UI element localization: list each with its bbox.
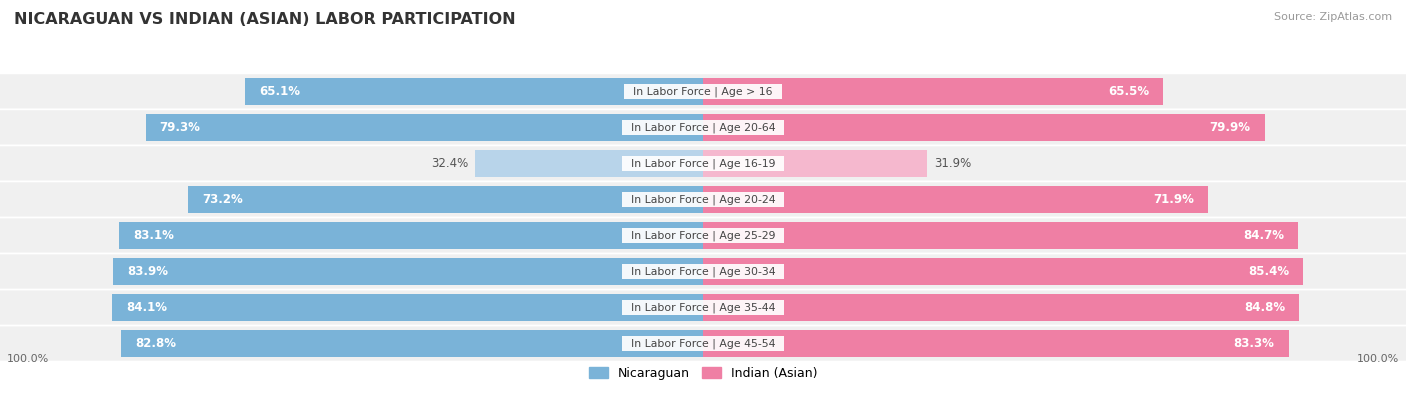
Text: In Labor Force | Age 20-24: In Labor Force | Age 20-24 bbox=[624, 194, 782, 205]
Text: 65.5%: 65.5% bbox=[1108, 85, 1150, 98]
Text: 100.0%: 100.0% bbox=[1357, 354, 1399, 365]
Text: In Labor Force | Age 25-29: In Labor Force | Age 25-29 bbox=[624, 230, 782, 241]
Bar bbox=[703, 330, 1289, 357]
Bar bbox=[703, 258, 1303, 285]
Bar bbox=[703, 294, 1299, 321]
Text: 31.9%: 31.9% bbox=[935, 157, 972, 170]
Text: 84.7%: 84.7% bbox=[1243, 229, 1285, 242]
Text: 85.4%: 85.4% bbox=[1249, 265, 1289, 278]
FancyBboxPatch shape bbox=[0, 218, 1406, 252]
Bar bbox=[121, 330, 703, 357]
Text: 32.4%: 32.4% bbox=[432, 157, 468, 170]
FancyBboxPatch shape bbox=[0, 74, 1406, 109]
Text: In Labor Force | Age 30-34: In Labor Force | Age 30-34 bbox=[624, 266, 782, 277]
Bar bbox=[120, 222, 703, 249]
Bar bbox=[475, 150, 703, 177]
FancyBboxPatch shape bbox=[0, 110, 1406, 145]
FancyBboxPatch shape bbox=[0, 254, 1406, 289]
Text: In Labor Force | Age 45-54: In Labor Force | Age 45-54 bbox=[624, 339, 782, 349]
Bar bbox=[146, 114, 703, 141]
Text: 79.3%: 79.3% bbox=[160, 121, 201, 134]
Bar bbox=[246, 78, 703, 105]
Text: In Labor Force | Age 20-64: In Labor Force | Age 20-64 bbox=[624, 122, 782, 133]
FancyBboxPatch shape bbox=[0, 182, 1406, 216]
Bar bbox=[112, 258, 703, 285]
FancyBboxPatch shape bbox=[0, 326, 1406, 361]
Text: In Labor Force | Age > 16: In Labor Force | Age > 16 bbox=[626, 86, 780, 97]
Bar bbox=[703, 114, 1265, 141]
FancyBboxPatch shape bbox=[0, 290, 1406, 325]
Text: NICARAGUAN VS INDIAN (ASIAN) LABOR PARTICIPATION: NICARAGUAN VS INDIAN (ASIAN) LABOR PARTI… bbox=[14, 12, 516, 27]
Text: 71.9%: 71.9% bbox=[1153, 193, 1195, 206]
Text: 83.1%: 83.1% bbox=[134, 229, 174, 242]
Text: In Labor Force | Age 35-44: In Labor Force | Age 35-44 bbox=[624, 302, 782, 313]
Bar bbox=[703, 186, 1209, 213]
Bar bbox=[703, 78, 1164, 105]
Text: 83.9%: 83.9% bbox=[127, 265, 169, 278]
Text: Source: ZipAtlas.com: Source: ZipAtlas.com bbox=[1274, 12, 1392, 22]
Text: 79.9%: 79.9% bbox=[1209, 121, 1251, 134]
Bar bbox=[703, 150, 928, 177]
Text: 65.1%: 65.1% bbox=[260, 85, 301, 98]
Bar bbox=[112, 294, 703, 321]
Text: 73.2%: 73.2% bbox=[202, 193, 243, 206]
Bar bbox=[703, 222, 1298, 249]
Text: 83.3%: 83.3% bbox=[1233, 337, 1275, 350]
Text: 100.0%: 100.0% bbox=[7, 354, 49, 365]
Legend: Nicaraguan, Indian (Asian): Nicaraguan, Indian (Asian) bbox=[583, 362, 823, 385]
FancyBboxPatch shape bbox=[0, 146, 1406, 181]
Text: In Labor Force | Age 16-19: In Labor Force | Age 16-19 bbox=[624, 158, 782, 169]
Text: 84.8%: 84.8% bbox=[1244, 301, 1285, 314]
Bar bbox=[188, 186, 703, 213]
Text: 84.1%: 84.1% bbox=[127, 301, 167, 314]
Text: 82.8%: 82.8% bbox=[135, 337, 176, 350]
